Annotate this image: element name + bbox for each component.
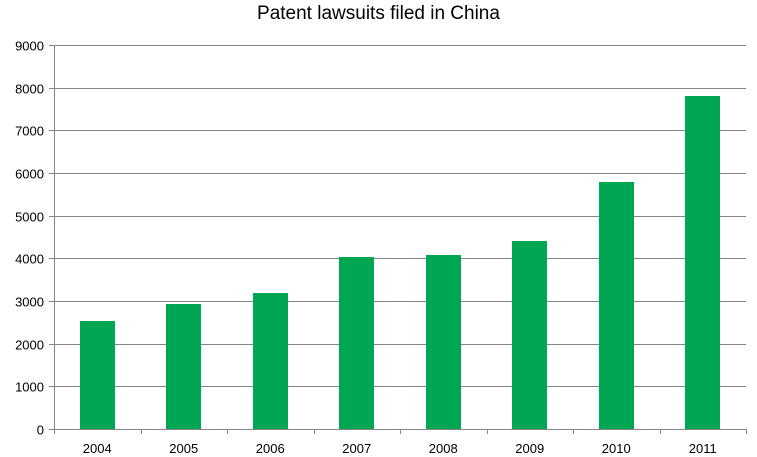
bar-2005 (166, 304, 201, 429)
x-tick-label: 2008 (429, 441, 458, 456)
x-tick-label: 2010 (602, 441, 631, 456)
x-tick-label: 2007 (342, 441, 371, 456)
x-tick-label: 2004 (83, 441, 112, 456)
y-tick-label: 3000 (15, 295, 44, 310)
bar-2009 (512, 241, 547, 429)
bar-2006 (253, 293, 288, 429)
chart-title: Patent lawsuits filed in China (257, 3, 500, 24)
bar-2008 (426, 255, 461, 429)
y-tick-label: 7000 (15, 124, 44, 139)
y-tick-label: 4000 (15, 252, 44, 267)
y-tick-label: 8000 (15, 82, 44, 97)
bar-2007 (339, 257, 374, 429)
y-tick-label: 2000 (15, 338, 44, 353)
y-tick-label: 5000 (15, 210, 44, 225)
axes (49, 45, 747, 434)
gridlines (54, 45, 746, 387)
x-tick-label: 2011 (689, 441, 717, 456)
y-tick-label: 9000 (15, 39, 44, 54)
x-tick-label: 2009 (515, 441, 544, 456)
bar-series (80, 96, 720, 429)
x-tick-label: 2006 (256, 441, 285, 456)
y-tick-label: 6000 (15, 167, 44, 182)
tick-labels: 0 1000 2000 3000 4000 5000 6000 7000 8000 9000 200… (15, 39, 717, 457)
bar-2011 (685, 96, 720, 429)
bar-2010 (599, 182, 634, 429)
y-tick-label: 1000 (15, 380, 44, 395)
x-tick-label: 2005 (169, 441, 198, 456)
y-tick-label: 0 (37, 423, 44, 438)
bar-2004 (80, 321, 115, 429)
